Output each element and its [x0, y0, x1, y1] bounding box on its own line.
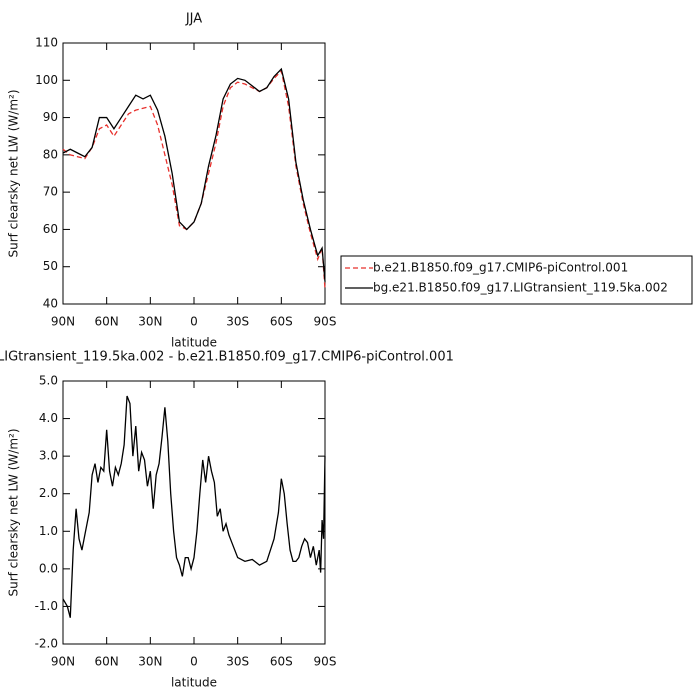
plot-frame	[62, 42, 326, 305]
y-tick-label: 2.0	[39, 486, 58, 500]
y-tick-label: 60	[43, 222, 58, 236]
x-axis-label: latitude	[171, 676, 217, 690]
y-tick-label: 5.0	[39, 374, 58, 388]
y-tick-label: -1.0	[35, 599, 58, 613]
y-axis-label: Surf clearsky net LW (W/m²)	[7, 89, 21, 257]
x-tick-label: 90S	[314, 655, 337, 669]
x-tick-label: 30S	[226, 315, 249, 329]
y-tick-label: 70	[43, 185, 58, 199]
x-tick-label: 30N	[138, 315, 162, 329]
y-tick-label: 100	[35, 73, 58, 87]
x-tick-label: 0	[190, 315, 198, 329]
x-tick-label: 90N	[51, 655, 75, 669]
y-tick-label: 80	[43, 147, 58, 161]
y-tick-label: -2.0	[35, 637, 58, 651]
x-tick-label: 30N	[138, 655, 162, 669]
legend-label: bg.e21.B1850.f09_g17.LIGtransient_119.5k…	[373, 281, 668, 295]
y-axis-label: Surf clearsky net LW (W/m²)	[7, 428, 21, 596]
x-tick-label: 90N	[51, 315, 75, 329]
data-line	[62, 395, 326, 618]
y-tick-label: 90	[43, 110, 58, 124]
chart-title: JJA	[185, 12, 202, 27]
data-line	[62, 69, 326, 290]
y-tick-label: 50	[43, 259, 58, 273]
plot-frame	[62, 380, 326, 645]
y-tick-label: 110	[35, 36, 58, 50]
x-tick-label: 60S	[270, 315, 293, 329]
x-tick-label: 60S	[270, 655, 293, 669]
y-tick-label: 0.0	[39, 561, 58, 575]
y-tick-label: 3.0	[39, 449, 58, 463]
x-tick-label: 0	[190, 655, 198, 669]
y-tick-label: 40	[43, 297, 58, 311]
x-tick-label: 30S	[226, 655, 249, 669]
legend-label: b.e21.B1850.f09_g17.CMIP6-piControl.001	[373, 261, 628, 275]
chart-title: LIGtransient_119.5ka.002 - b.e21.B1850.f…	[0, 350, 454, 365]
y-tick-label: 4.0	[39, 411, 58, 425]
x-tick-label: 60N	[95, 315, 119, 329]
x-axis-label: latitude	[171, 336, 217, 350]
x-tick-label: 60N	[95, 655, 119, 669]
data-line	[62, 67, 326, 282]
y-tick-label: 1.0	[39, 524, 58, 538]
x-tick-label: 90S	[314, 315, 337, 329]
legend-box	[340, 255, 693, 305]
